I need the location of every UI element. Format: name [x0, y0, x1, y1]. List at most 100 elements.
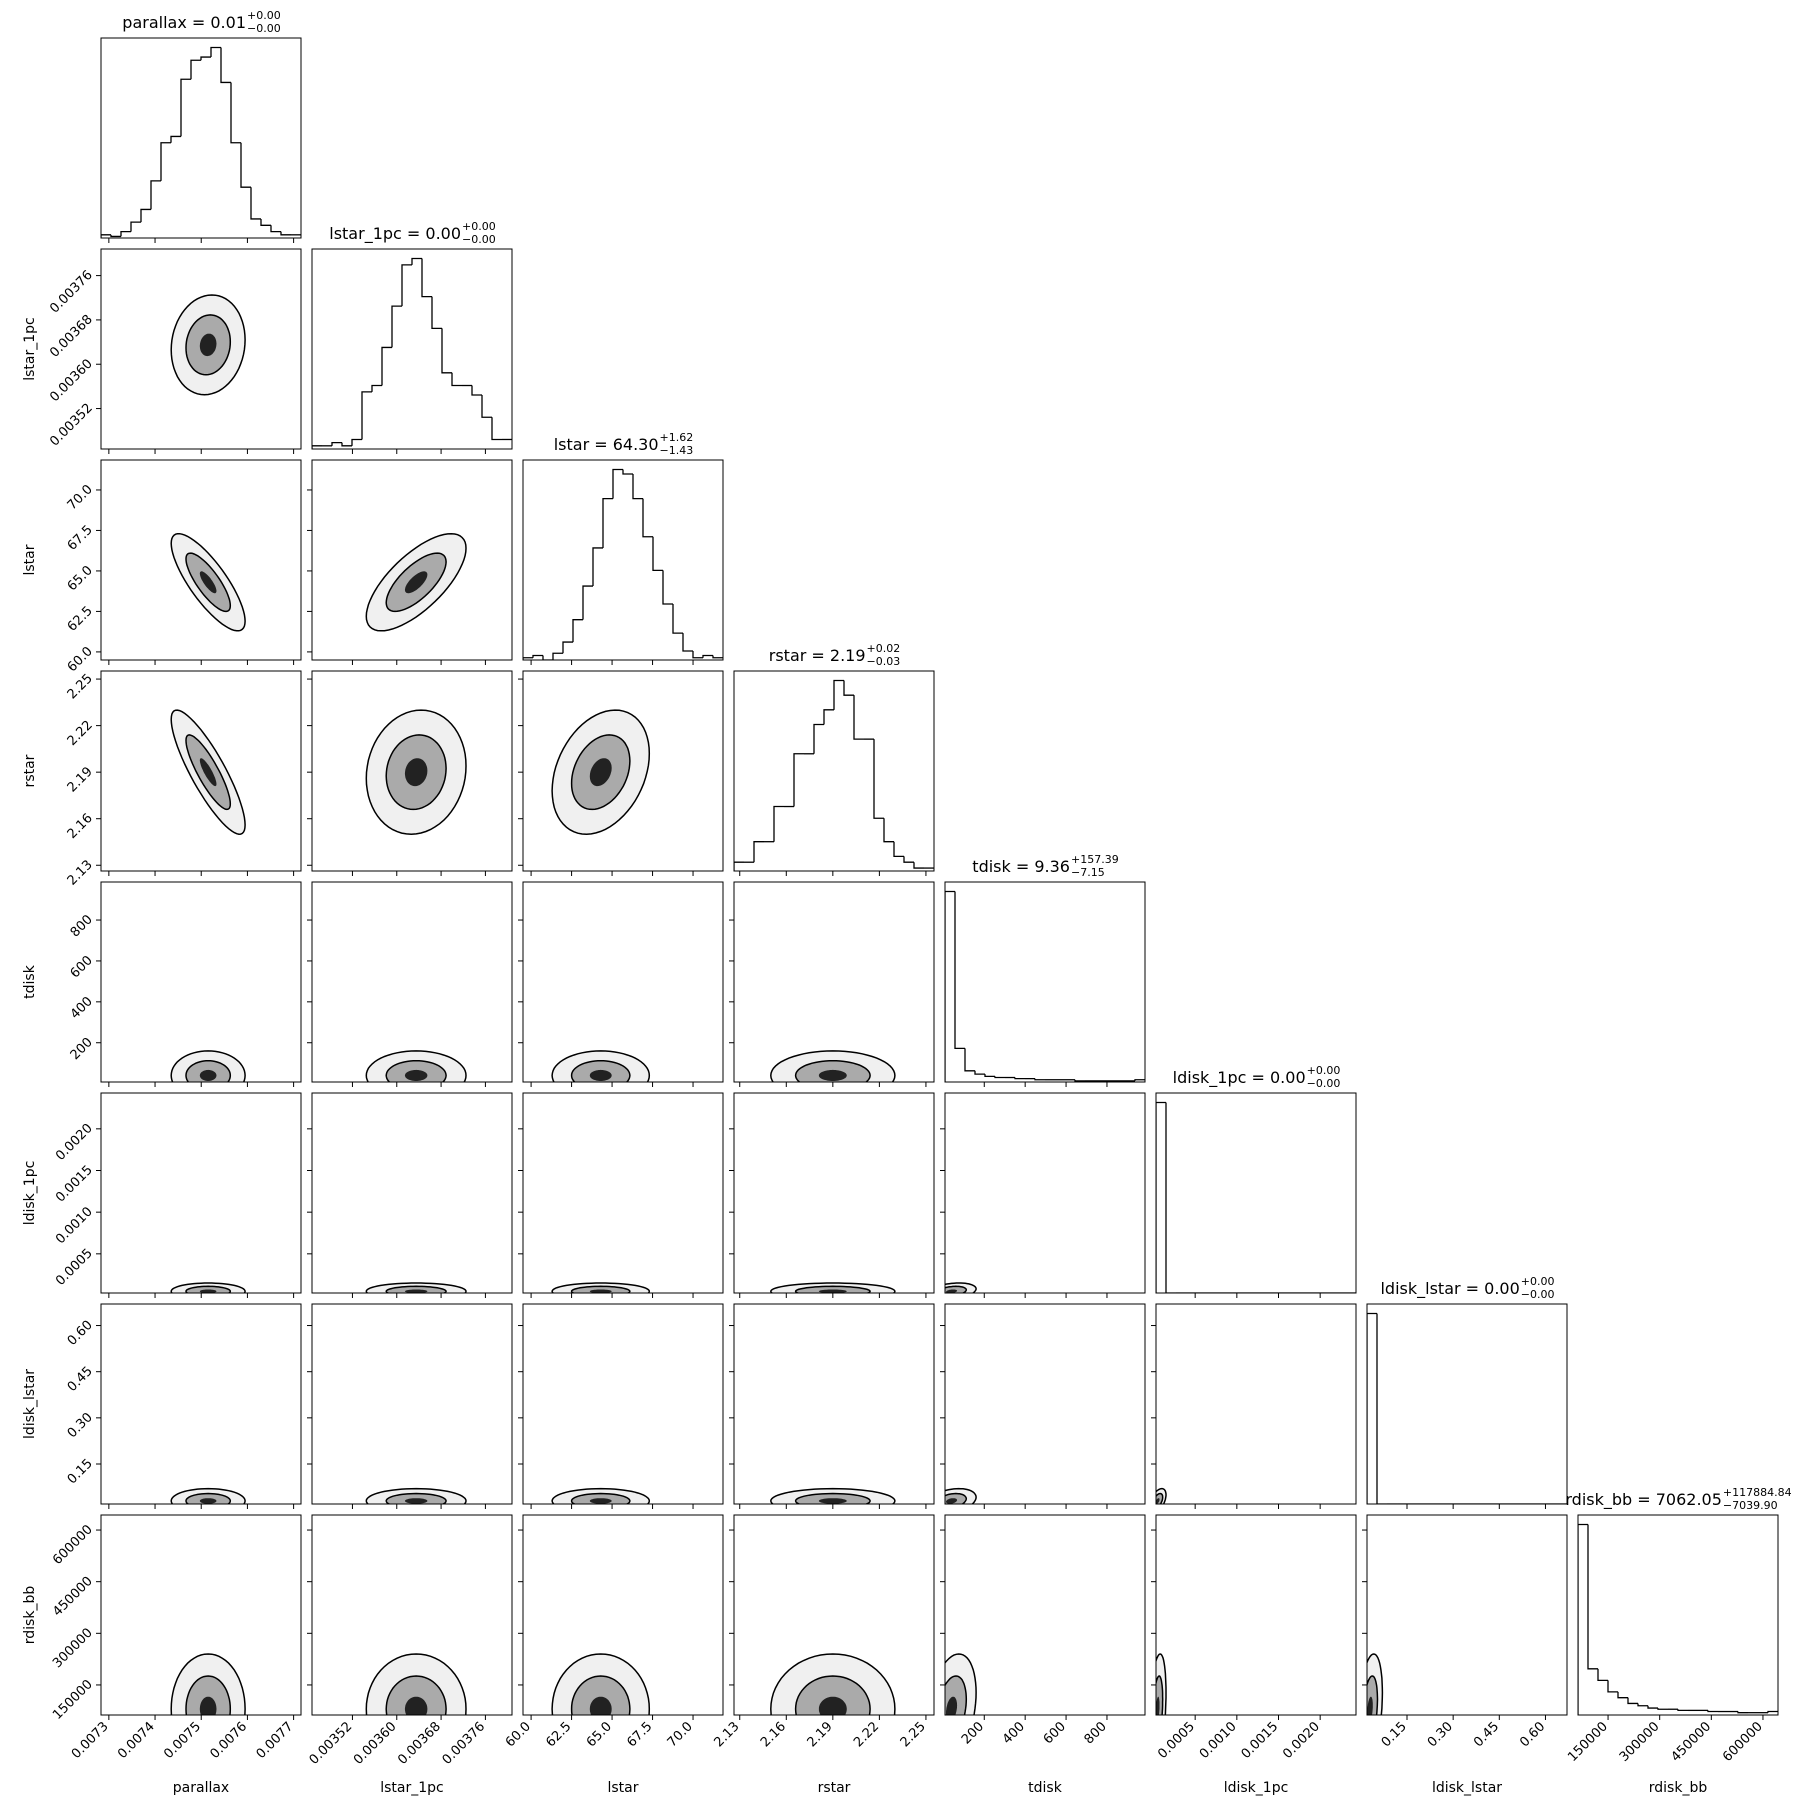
- panel-frame: [733, 1303, 935, 1505]
- hist-bin: [1677, 1709, 1688, 1712]
- panel-frame: [1155, 1303, 1357, 1505]
- x-tick-label: 0.0076: [207, 1719, 250, 1762]
- x-tick-label: 60.0: [503, 1719, 534, 1750]
- y-tick-label: 400: [68, 994, 96, 1022]
- hist-bin: [903, 856, 914, 863]
- y-tick-label: 0.30: [65, 1410, 96, 1441]
- hist-bin: [582, 585, 593, 620]
- x-tick-label: 0.60: [1517, 1719, 1548, 1750]
- title-upper-error: +0.00: [462, 220, 496, 233]
- title-upper-error: +0.02: [867, 642, 901, 655]
- hist-bin: [1014, 1077, 1025, 1080]
- y-axis-label: lstar: [22, 544, 38, 575]
- density-panel: [1156, 1653, 1167, 1715]
- panel-frame: [944, 1092, 1146, 1294]
- title-upper-error: +0.00: [1307, 1064, 1341, 1077]
- density-panel: [365, 1653, 467, 1715]
- histogram-panel: [523, 468, 723, 660]
- hist-bin: [421, 258, 432, 298]
- x-tick-label: 2.25: [898, 1719, 929, 1750]
- density-panel: [551, 1050, 651, 1082]
- hist-bin: [1617, 1691, 1628, 1699]
- y-axis-label: tdisk: [22, 964, 38, 999]
- y-tick-label: 0.45: [65, 1364, 96, 1395]
- hist-bin: [361, 391, 372, 440]
- hist-bin: [833, 679, 844, 710]
- density-panel: [170, 294, 246, 396]
- panel-frame: [311, 248, 513, 450]
- density-panel: [945, 1653, 977, 1715]
- hist-bin: [200, 56, 211, 61]
- histogram-panel: [1367, 1312, 1567, 1504]
- density-panel: [365, 1050, 467, 1082]
- y-tick-label: 62.5: [65, 604, 96, 635]
- hist-bin: [702, 654, 713, 658]
- hist-bin: [1637, 1703, 1648, 1707]
- x-tick-label: 600000: [1720, 1719, 1766, 1765]
- panel-title: tdisk = 9.36: [972, 857, 1070, 876]
- hist-bin: [190, 59, 201, 80]
- hist-bin: [1367, 1312, 1377, 1504]
- hist-bin: [471, 385, 482, 396]
- panel-frame: [522, 881, 724, 1083]
- hist-bin: [1737, 1711, 1748, 1714]
- x-tick-label: 200: [959, 1719, 987, 1747]
- density-panel: [551, 1487, 651, 1504]
- hist-bin: [734, 861, 744, 871]
- x-tick-label: 0.15: [1379, 1719, 1410, 1750]
- hist-bin: [893, 841, 904, 857]
- title-upper-error: +1.62: [660, 431, 694, 444]
- hist-bin: [793, 753, 804, 807]
- hist-bin: [1607, 1680, 1618, 1693]
- x-tick-label: 0.0005: [1155, 1719, 1198, 1762]
- y-tick-label: 2.19: [65, 764, 96, 795]
- hist-bin: [312, 445, 322, 449]
- hist-bin: [1587, 1524, 1598, 1670]
- y-tick-label: 0.0010: [53, 1204, 96, 1247]
- x-tick-label: 62.5: [543, 1719, 574, 1750]
- y-tick-label: 2.25: [65, 671, 96, 702]
- density-contour: [199, 1696, 217, 1715]
- x-tick-label: 67.5: [624, 1719, 655, 1750]
- density-contour: [199, 333, 217, 357]
- hist-bin: [130, 221, 141, 232]
- hist-bin: [823, 709, 834, 725]
- y-tick-label: 2.22: [65, 718, 96, 749]
- panel-frame: [522, 459, 724, 661]
- x-tick-label: 2.13: [711, 1719, 742, 1750]
- density-panel: [1367, 1653, 1384, 1715]
- density-contour: [589, 1069, 612, 1081]
- density-panel: [551, 1282, 651, 1293]
- x-tick-label: 0.0010: [1197, 1719, 1240, 1762]
- panel-frame: [733, 670, 935, 872]
- panel-title: rdisk_bb = 7062.05: [1565, 1490, 1722, 1510]
- hist-bin: [160, 142, 171, 181]
- title-lower-error: −7.15: [1071, 866, 1105, 879]
- y-tick-label: 60.0: [65, 644, 96, 675]
- hist-bin: [602, 498, 613, 548]
- hist-bin: [964, 1048, 975, 1072]
- panel-frame: [944, 1303, 1146, 1505]
- hist-bin: [491, 417, 502, 441]
- density-panel: [365, 709, 467, 835]
- x-tick-label: 0.00352: [307, 1719, 356, 1768]
- y-tick-label: 200: [68, 1035, 96, 1063]
- histogram-panel: [1156, 1101, 1356, 1293]
- y-tick-label: 150000: [50, 1677, 96, 1723]
- hist-bin: [974, 1070, 985, 1075]
- y-axis-label: ldisk_1pc: [22, 1161, 38, 1226]
- hist-bin: [230, 82, 241, 144]
- y-tick-label: 600: [68, 953, 96, 981]
- hist-bin: [1707, 1710, 1718, 1713]
- hist-bin: [883, 818, 894, 843]
- x-tick-label: 2.22: [851, 1719, 882, 1750]
- hist-bin: [481, 395, 492, 418]
- hist-bin: [240, 142, 251, 188]
- y-axis-label: rdisk_bb: [22, 1586, 38, 1645]
- hist-bin: [451, 372, 462, 387]
- density-panel: [945, 1282, 977, 1293]
- density-panel: [770, 1653, 896, 1715]
- x-tick-label: 0.00376: [440, 1719, 489, 1768]
- hist-bin: [632, 474, 643, 500]
- panel-frame: [311, 670, 513, 872]
